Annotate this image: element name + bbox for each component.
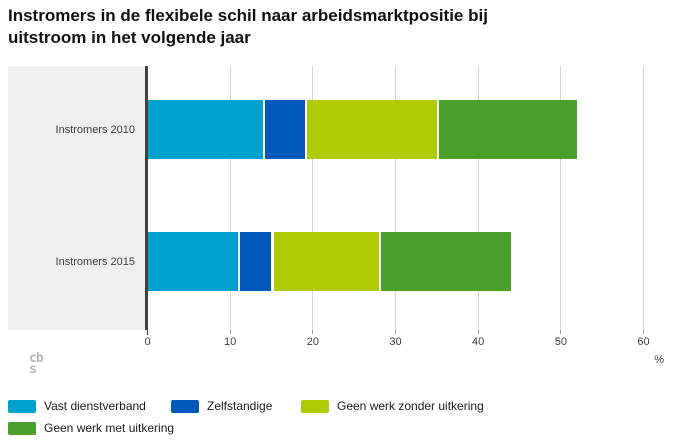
legend-swatch — [171, 399, 199, 413]
bar-segment — [147, 232, 239, 291]
bar-segment — [378, 232, 512, 291]
legend-item: Geen werk zonder uitkering — [301, 399, 484, 413]
bar-segment — [271, 232, 379, 291]
chart-title: Instromers in de flexibele schil naar ar… — [8, 5, 608, 49]
legend-swatch — [301, 399, 329, 413]
axis-unit-label: % — [654, 354, 664, 366]
bar-segment — [147, 100, 264, 159]
x-axis-tick — [477, 330, 479, 334]
x-axis-tick — [560, 330, 562, 334]
legend-label: Geen werk zonder uitkering — [337, 399, 484, 413]
x-axis-tick — [229, 330, 231, 334]
bar-segment — [436, 100, 578, 159]
legend-label: Zelfstandige — [207, 399, 273, 413]
x-axis-tick-label: 10 — [224, 336, 237, 348]
cbs-logo-top: cb — [29, 351, 44, 366]
x-axis-tick-label: 20 — [306, 336, 319, 348]
category-label: Instromers 2015 — [55, 255, 135, 268]
y-axis-line — [145, 66, 148, 330]
x-axis-tick — [643, 330, 644, 334]
cbs-logo-bottom: s — [29, 362, 37, 377]
gridline — [312, 66, 314, 330]
gridline — [477, 66, 479, 330]
bar-segment — [238, 232, 272, 291]
chart-title-line-1: Instromers in de flexibele schil naar ar… — [8, 6, 488, 25]
bar-segment — [304, 100, 437, 159]
gridline — [643, 66, 644, 330]
x-axis-tick-label: 40 — [472, 336, 485, 348]
bar-segment — [263, 100, 305, 159]
x-axis-tick-label: 30 — [389, 336, 402, 348]
x-axis-tick-label: 0 — [144, 336, 151, 348]
legend-item: Geen werk met uitkering — [8, 421, 174, 435]
legend-label: Vast dienstverband — [44, 399, 146, 413]
legend-item: Zelfstandige — [171, 399, 272, 413]
category-panel: cb s — [8, 66, 146, 376]
gridline — [395, 66, 396, 330]
legend-item: Vast dienstverband — [8, 399, 146, 413]
x-axis-tick — [147, 330, 148, 335]
x-axis-tick-label: 50 — [554, 336, 567, 348]
x-axis-tick-label: 60 — [637, 336, 650, 348]
legend-swatch — [8, 421, 36, 435]
x-axis-tick — [312, 330, 314, 334]
legend-swatch — [8, 399, 36, 413]
legend-label: Geen werk met uitkering — [44, 421, 175, 435]
gridline — [560, 66, 562, 330]
cbs-logo-icon: cb s — [29, 351, 44, 377]
category-label: Instromers 2010 — [55, 123, 135, 136]
chart-title-line-2: uitstroom in het volgende jaar — [8, 28, 251, 47]
gridline — [229, 66, 231, 330]
x-axis-tick — [395, 330, 396, 334]
